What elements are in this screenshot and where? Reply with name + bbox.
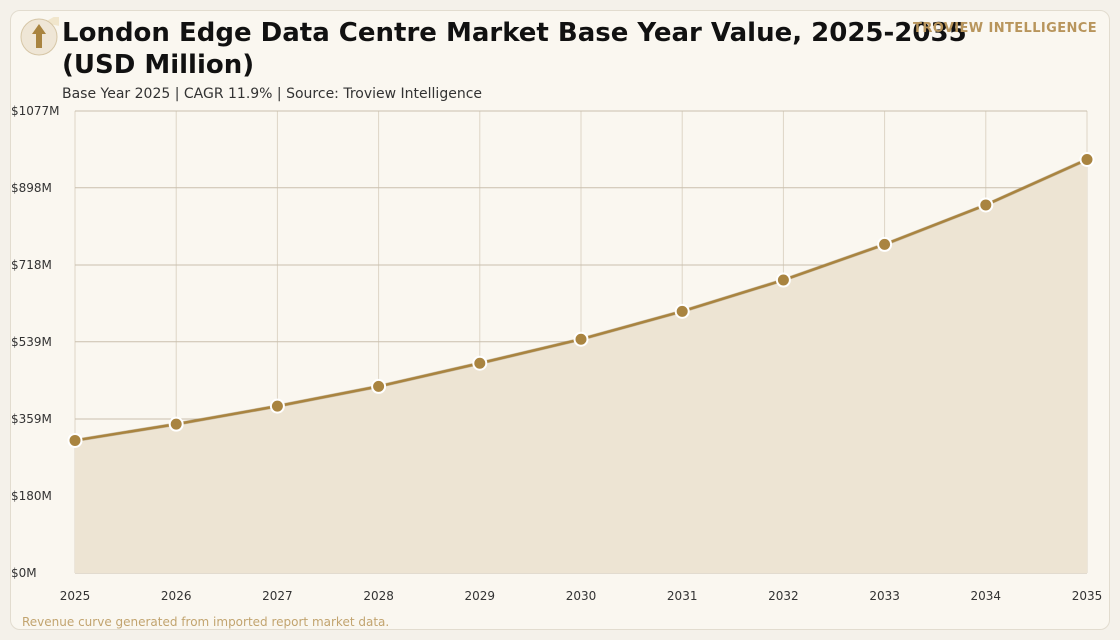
y-tick-label: $359M — [11, 412, 52, 426]
data-point — [674, 303, 690, 319]
x-tick-label: 2030 — [566, 589, 597, 603]
page-title: London Edge Data Centre Market Base Year… — [62, 18, 967, 80]
chart-subtitle: Base Year 2025 | CAGR 11.9% | Source: Tr… — [62, 86, 483, 102]
data-point — [877, 236, 893, 252]
y-tick-label: $1077M — [11, 104, 60, 118]
x-tick-label: 2033 — [869, 589, 900, 603]
data-point — [573, 331, 589, 347]
x-tick-label: 2034 — [971, 589, 1002, 603]
y-tick-label: $539M — [11, 335, 52, 349]
data-point — [269, 398, 285, 414]
x-tick-label: 2028 — [363, 589, 394, 603]
brand-label: TROVIEW INTELLIGENCE — [913, 21, 1097, 36]
y-tick-label: $718M — [11, 258, 52, 272]
up-arrow-icon — [20, 17, 59, 56]
x-tick-label: 2035 — [1072, 589, 1103, 603]
y-tick-label: $0M — [11, 566, 37, 580]
y-tick-label: $898M — [11, 181, 52, 195]
x-tick-label: 2027 — [262, 589, 293, 603]
data-point — [371, 378, 387, 394]
x-tick-label: 2029 — [465, 589, 496, 603]
data-point — [775, 272, 791, 288]
chart-footnote: Revenue curve generated from imported re… — [22, 615, 390, 629]
data-point — [1079, 151, 1095, 167]
data-point — [472, 355, 488, 371]
data-point — [168, 416, 184, 432]
data-point — [978, 197, 994, 213]
x-tick-label: 2031 — [667, 589, 698, 603]
data-point — [67, 432, 83, 448]
y-tick-label: $180M — [11, 489, 52, 503]
x-tick-label: 2025 — [60, 589, 91, 603]
x-tick-label: 2026 — [161, 589, 192, 603]
x-tick-label: 2032 — [768, 589, 799, 603]
area-chart: $0M $180M $359M $539M $718M $898M $1077M 2025 20… — [11, 104, 1103, 603]
chart-card: $0M $180M $359M $539M $718M $898M $1077M 2025 20… — [10, 10, 1110, 630]
